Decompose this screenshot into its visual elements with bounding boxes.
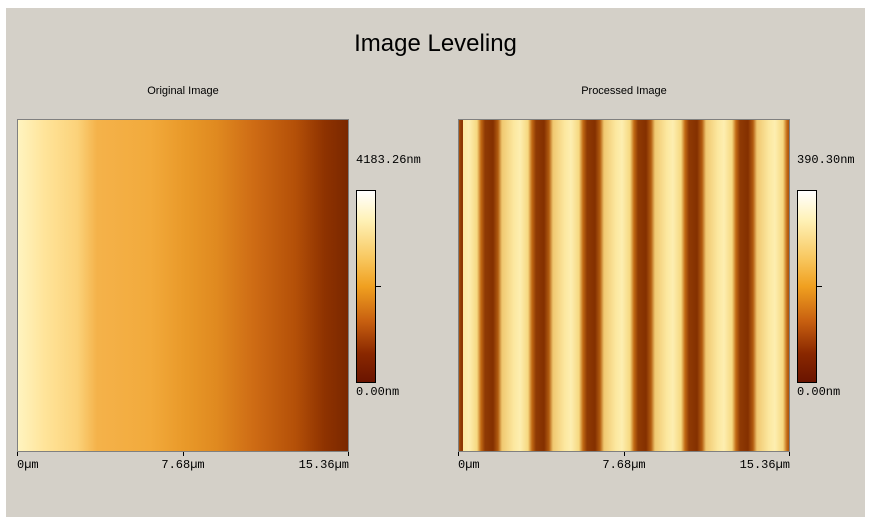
color-bar-tick: [376, 286, 381, 287]
axis-tick: [624, 452, 625, 456]
x-axis-label: 15.36µm: [249, 458, 349, 472]
panel-title: Original Image: [17, 85, 349, 97]
axis-tick: [458, 452, 459, 456]
color-max-label: 4183.26nm: [356, 153, 421, 167]
panel-title: Processed Image: [458, 85, 790, 97]
axis-tick: [789, 452, 790, 456]
afm-image: [17, 119, 349, 452]
axis-tick: [348, 452, 349, 456]
color-bar: [797, 190, 817, 383]
x-axis-label: 7.68µm: [133, 458, 233, 472]
color-max-label: 390.30nm: [797, 153, 855, 167]
color-bar: [356, 190, 376, 383]
afm-image: [458, 119, 790, 452]
axis-tick: [183, 452, 184, 456]
color-bar-tick: [817, 286, 822, 287]
x-axis-label: 7.68µm: [574, 458, 674, 472]
axis-tick: [17, 452, 18, 456]
x-axis-label: 15.36µm: [690, 458, 790, 472]
page: Image Leveling Original Image 4183.26nm …: [0, 0, 871, 525]
color-min-label: 0.00nm: [797, 385, 840, 399]
x-axis-label: 0µm: [17, 458, 39, 472]
color-min-label: 0.00nm: [356, 385, 399, 399]
x-axis-label: 0µm: [458, 458, 480, 472]
window-title: Image Leveling: [0, 30, 871, 58]
